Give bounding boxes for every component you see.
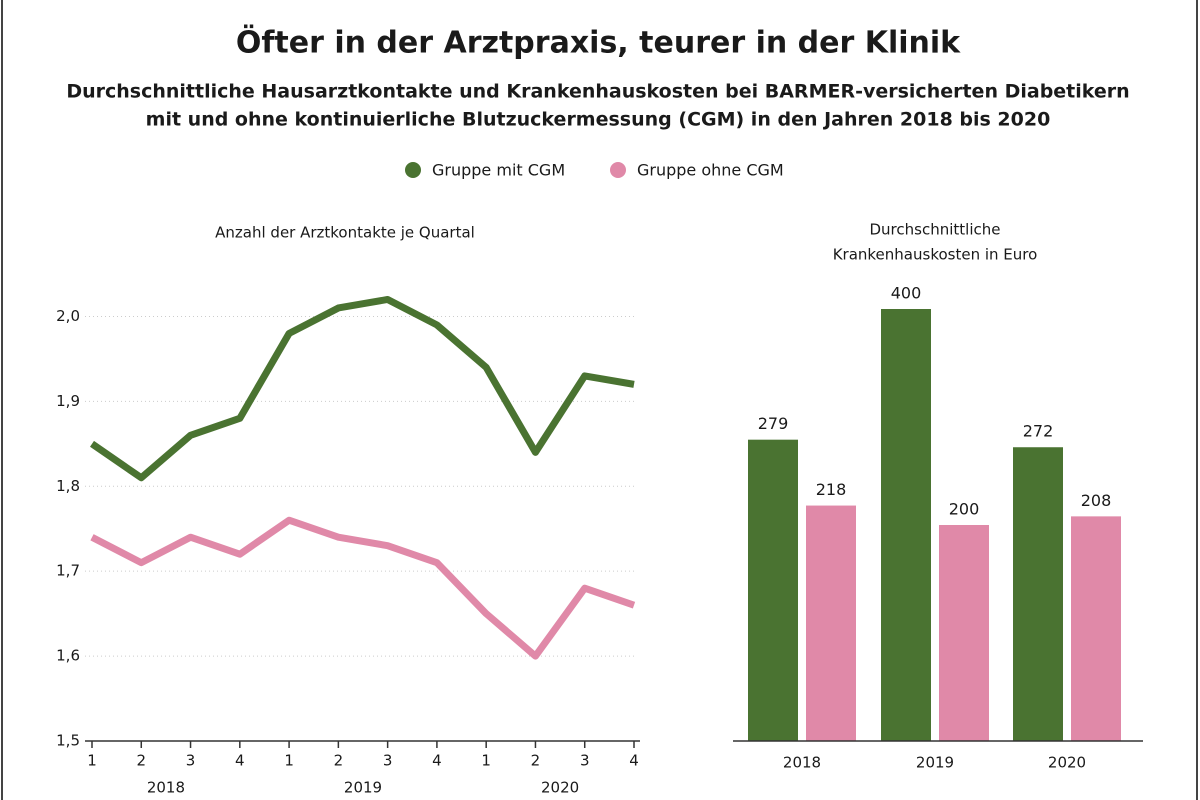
title: Öfter in der Arztpraxis, teurer in der K… — [236, 24, 961, 61]
y-tick-label: 1,5 — [56, 732, 80, 750]
value-label: 208 — [1081, 491, 1112, 510]
subtitle: Durchschnittliche Hausarztkontakte und K… — [66, 81, 1129, 103]
legend-label: Gruppe ohne CGM — [637, 161, 784, 180]
line-series — [90, 295, 635, 482]
x-tick-label: 4 — [235, 752, 245, 770]
subtitle: mit und ohne kontinuierliche Blutzuckerm… — [146, 109, 1051, 131]
value-label: 279 — [758, 414, 789, 433]
x-group-label: 2018 — [147, 779, 185, 797]
value-label: 200 — [949, 500, 980, 519]
legend-label: Gruppe mit CGM — [432, 161, 565, 180]
y-tick-label: 1,8 — [56, 477, 80, 495]
value-label: 218 — [816, 480, 847, 499]
bar — [1013, 447, 1063, 741]
line-chart-title: Anzahl der Arztkontakte je Quartal — [215, 224, 475, 242]
x-tick-label: 2018 — [783, 754, 821, 772]
bar-chart-title: Krankenhauskosten in Euro — [833, 246, 1038, 264]
legend-swatch — [610, 162, 626, 178]
x-tick-label: 4 — [432, 752, 442, 770]
x-tick-label: 4 — [629, 752, 639, 770]
y-tick-label: 1,6 — [56, 647, 80, 665]
x-group-label: 2020 — [541, 779, 579, 797]
x-tick-label: 3 — [580, 752, 590, 770]
y-tick-label: 1,7 — [56, 562, 80, 580]
x-tick-label: 1 — [284, 752, 294, 770]
x-tick-label: 3 — [383, 752, 393, 770]
bar — [939, 525, 989, 741]
x-tick-label: 2020 — [1048, 754, 1086, 772]
x-tick-label: 2 — [136, 752, 146, 770]
x-tick-label: 1 — [481, 752, 491, 770]
line-series — [90, 516, 636, 660]
bar — [881, 309, 931, 741]
value-label: 272 — [1023, 422, 1054, 441]
y-tick-label: 2,0 — [56, 307, 80, 325]
legend-swatch — [405, 162, 421, 178]
bar — [806, 505, 856, 741]
y-tick-label: 1,9 — [56, 392, 80, 410]
x-tick-label: 2019 — [916, 754, 954, 772]
x-tick-label: 1 — [87, 752, 97, 770]
bar — [1071, 516, 1121, 741]
bar-chart-title: Durchschnittliche — [870, 221, 1001, 239]
x-tick-label: 2 — [334, 752, 344, 770]
bar — [748, 439, 798, 741]
x-tick-label: 2 — [531, 752, 541, 770]
value-label: 400 — [891, 284, 922, 303]
x-group-label: 2019 — [344, 779, 382, 797]
x-tick-label: 3 — [186, 752, 196, 770]
